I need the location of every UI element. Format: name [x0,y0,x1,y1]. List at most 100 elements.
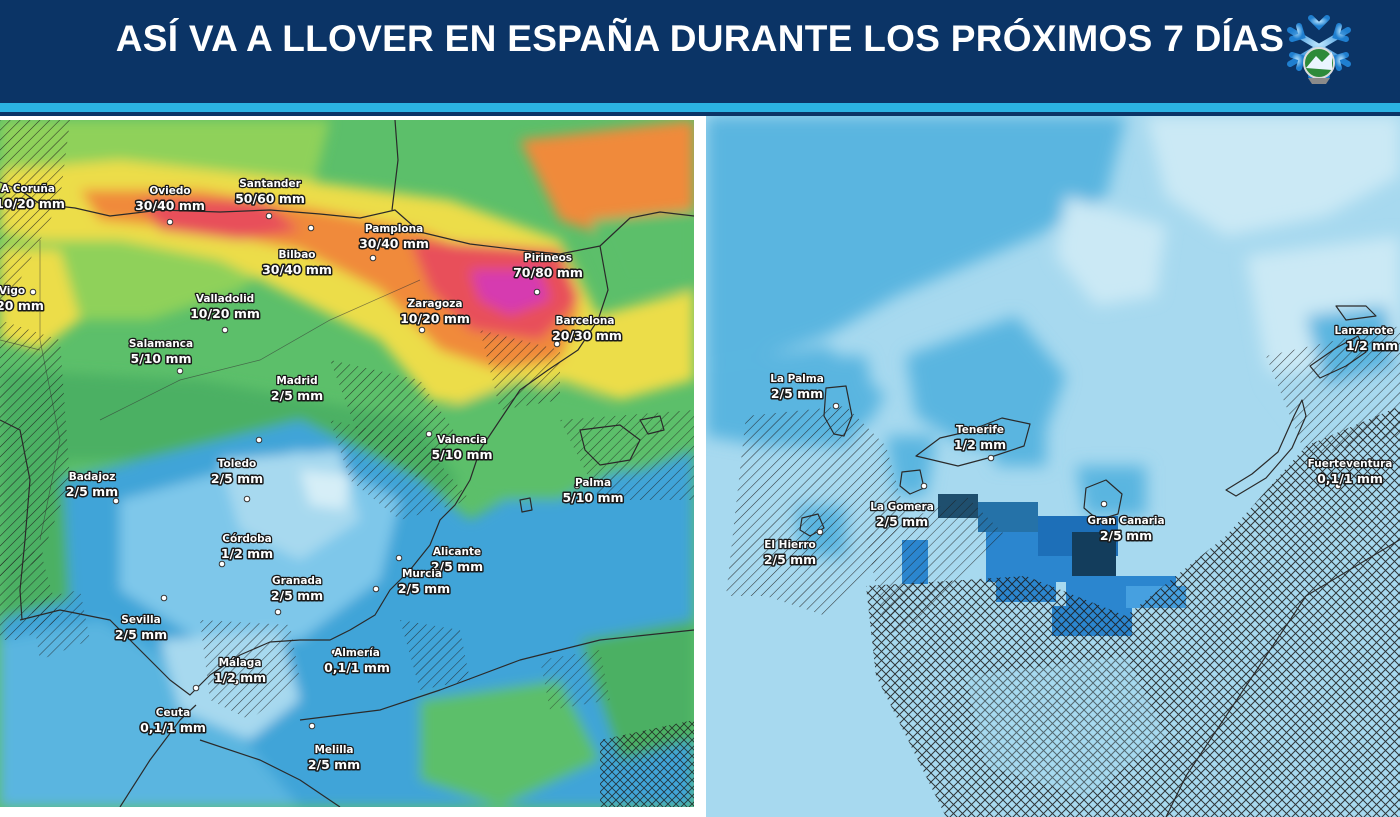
city-name: El Hierro [764,539,816,551]
city-name: Melilla [314,744,353,756]
city-name: Granada [272,575,322,587]
city-marker-dot [372,585,380,593]
city-marker-dot [1334,482,1342,490]
city-precip-value: 0,1/1 mm [324,660,390,675]
city-precip-value: 2/5 mm [211,471,263,486]
city-name: Valladolid [196,293,254,305]
city-marker-dot [1100,500,1108,508]
city-marker-dot [395,554,403,562]
city-name: Fuerteventura [1308,458,1393,470]
city-precip-value: 2/5 mm [431,559,483,574]
city-precip-value: 10/20 mm [190,306,260,321]
city-name: Lanzarote [1335,325,1394,337]
header-stripe [0,103,1400,112]
city-precip-value: 2/5 mm [876,514,928,529]
city-marker-dot [218,560,226,568]
city-marker-dot [1346,344,1354,352]
page-title: ASÍ VA A LLOVER EN ESPAÑA DURANTE LOS PR… [115,18,1285,59]
city-precip-value: 1/2 mm [221,546,273,561]
canarias-precipitation-map: Lanzarote 1/2 mm La Palma 2/5 mm Tenerife 1/2… [706,116,1400,817]
city-name: Santander [239,178,301,190]
city-name: Ceuta [156,707,190,719]
city-name: Pamplona [365,223,423,235]
city-name: Valencia [437,434,487,446]
city-marker-dot [176,367,184,375]
city-marker-dot [166,218,174,226]
city-precip-value: 5/10 mm [562,490,623,505]
city-marker-dot [425,430,433,438]
city-marker-dot [255,436,263,444]
city-marker-dot [832,402,840,410]
city-name: La Gomera [870,501,934,513]
city-name: Oviedo [149,185,190,197]
city-name: Tenerife [956,424,1004,436]
city-precip-value: 10/20 mm [400,311,470,326]
city-name: Sevilla [121,614,160,626]
city-name: A Coruña [1,183,55,195]
city-precip-value: 50/60 mm [235,191,305,206]
city-marker-dot [112,497,120,505]
header-stripe-dark [0,112,1400,116]
city-marker-dot [192,684,200,692]
city-precip-value: 20/30 mm [552,328,622,343]
city-name: La Palma [770,373,824,385]
city-precip-value: 2/5 mm [308,757,360,772]
city-marker-dot [160,594,168,602]
city-name: Barcelona [556,315,615,327]
city-name: Palma [575,477,611,489]
city-name: Málaga [219,657,262,669]
city-precip-value: 2/5 mm [1100,528,1152,543]
city-precip-value: 2/5 mm [271,388,323,403]
city-name: Almería [334,647,380,659]
city-marker-dot [29,288,37,296]
city-name: Pirineos [524,252,572,264]
city-precip-value: 1/2 mm [214,670,266,685]
city-precip-value: 70/80 mm [513,265,583,280]
city-precip-value: 2/5 mm [115,627,167,642]
city-marker-dot [274,608,282,616]
city-marker-dot [987,454,995,462]
city-marker-dot [418,326,426,334]
city-precip-value: 2/5 mm [271,588,323,603]
city-precip-value: 30/40 mm [359,236,429,251]
city-marker-dot [533,288,541,296]
city-name: Bilbao [278,249,315,261]
header-bar [0,0,1400,103]
city-marker-dot [265,212,273,220]
city-precip-value: 1/2 mm [1346,338,1398,353]
city-precip-value: 0,1/1 mm [1317,471,1383,486]
city-precip-value: 30/40 mm [135,198,205,213]
city-name: Córdoba [222,533,271,545]
city-name: Gran Canaria [1087,515,1164,527]
city-precip-value: 2/5 mm [771,386,823,401]
city-precip-value: 0,1/1 mm [140,720,206,735]
city-precip-value: 5/10 mm [431,447,492,462]
city-marker-dot [573,482,581,490]
city-marker-dot [243,495,251,503]
snowflake-mountain-logo-icon [1282,8,1356,92]
city-precip-value: 10/20 mm [0,196,65,211]
